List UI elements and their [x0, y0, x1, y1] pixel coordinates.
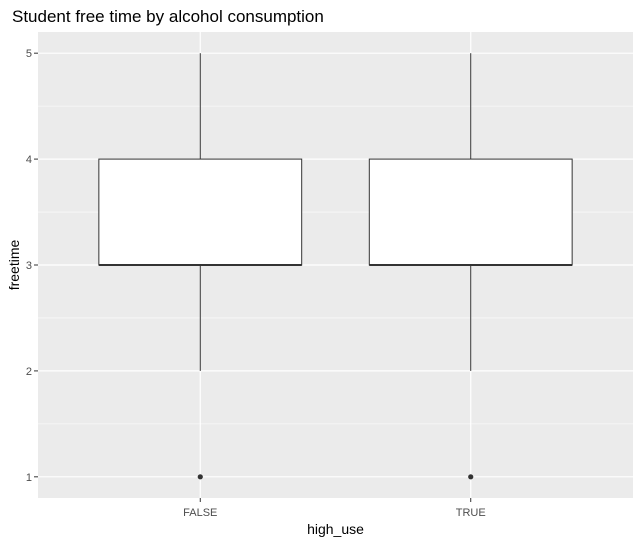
iqr-box — [368, 158, 573, 266]
y-axis-title: freetime — [6, 240, 22, 291]
x-tick-label: TRUE — [456, 507, 486, 519]
chart-title: Student free time by alcohol consumption — [12, 7, 324, 26]
iqr-box — [98, 158, 303, 266]
box-false — [98, 53, 303, 480]
boxplots — [98, 53, 573, 480]
y-tick-label: 4 — [26, 154, 32, 166]
y-tick-label: 1 — [26, 472, 32, 484]
y-axis: 1 2 3 4 5 — [26, 48, 38, 484]
box-true — [368, 53, 573, 480]
x-tick-label: FALSE — [183, 507, 217, 519]
y-tick-label: 2 — [26, 366, 32, 378]
outlier-point — [468, 474, 474, 480]
y-tick-label: 5 — [26, 48, 32, 60]
outlier-point — [197, 474, 203, 480]
y-tick-label: 3 — [26, 260, 32, 272]
x-axis: FALSE TRUE — [183, 498, 486, 519]
x-axis-title: high_use — [307, 521, 364, 537]
